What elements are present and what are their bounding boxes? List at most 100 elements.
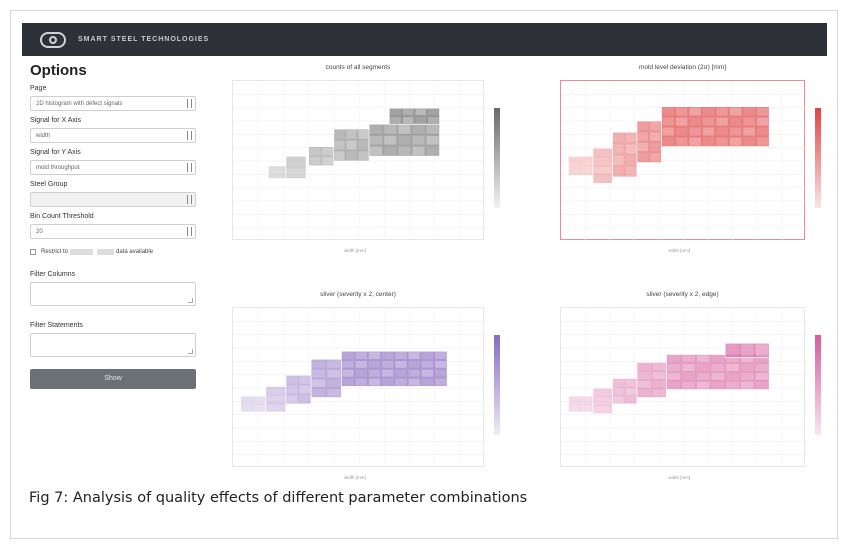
heatmap-cell xyxy=(408,369,420,377)
heatmap-cell xyxy=(689,117,701,126)
heatmap-cell xyxy=(593,149,612,156)
bin-count-label: Bin Count Threshold xyxy=(30,213,94,220)
color-scale-bar xyxy=(815,108,821,208)
heatmap-cell xyxy=(625,379,636,386)
heatmap-cell xyxy=(593,406,612,413)
heatmap-cell xyxy=(254,397,265,403)
heatmap-cell xyxy=(266,395,285,403)
chart-title: sliver (severity x 2, edge) xyxy=(646,291,719,298)
bin-count-value: 20 xyxy=(36,229,43,235)
heatmap-cell xyxy=(729,117,742,126)
heatmap-cell xyxy=(342,369,354,377)
heatmap-cell xyxy=(716,127,728,136)
heatmap-cell xyxy=(726,364,739,371)
heatmap-cell-block xyxy=(368,123,441,157)
restrict-pre: Restrict to xyxy=(41,249,69,255)
heatmap-cell xyxy=(254,405,265,411)
heatmap-cell xyxy=(625,396,636,403)
heatmap-cell xyxy=(355,361,367,368)
steel-group-select[interactable] xyxy=(30,192,196,207)
page-select-value: 2D histogram with defect signals xyxy=(36,101,123,107)
heatmap-cell xyxy=(625,155,636,165)
y-axis-select[interactable]: mold throughput xyxy=(30,160,196,175)
chart-sliver-center: sliver (severity x 2, center) width [mm] xyxy=(232,291,500,480)
heatmap-cell xyxy=(370,135,383,145)
steel-group-label: Steel Group xyxy=(30,181,68,188)
heatmap-cell xyxy=(675,107,688,116)
heatmap-cell xyxy=(421,369,433,377)
heatmap-cell xyxy=(625,387,636,395)
heatmap-cell xyxy=(398,146,411,156)
redacted-value: xxx xyxy=(97,249,115,255)
heatmap-cell xyxy=(755,344,769,357)
heatmap-cell xyxy=(675,127,688,136)
heatmap-cell xyxy=(675,137,688,146)
heatmap-cell xyxy=(682,355,695,363)
restrict-checkbox-row[interactable]: Restrict to xxxxx xxx data available xyxy=(30,249,200,255)
heatmap-cell xyxy=(702,137,715,146)
x-axis-select[interactable]: width xyxy=(30,128,196,143)
chart-title: sliver (severity x 2, center) xyxy=(320,291,396,298)
heatmap-cell xyxy=(756,107,769,116)
bin-count-input[interactable]: 20 xyxy=(30,224,196,239)
x-axis-label: width [mm] xyxy=(344,248,366,253)
heatmap-cell xyxy=(395,369,407,377)
heatmap-cell xyxy=(286,168,306,178)
heatmap-cell xyxy=(593,175,612,183)
heatmap-plot xyxy=(560,80,806,241)
heatmap-cell xyxy=(637,153,649,162)
heatmap-cell xyxy=(652,389,666,397)
heatmap-cell xyxy=(382,361,394,368)
heatmap-cell xyxy=(266,404,285,411)
heatmap-cell xyxy=(682,364,695,371)
heatmap-cell xyxy=(667,355,681,363)
heatmap-cell xyxy=(415,109,427,116)
heatmap-cell xyxy=(266,387,285,394)
heatmap-cell xyxy=(241,405,253,411)
filter-statements-input[interactable] xyxy=(30,333,196,357)
heatmap-cell xyxy=(428,117,439,124)
heatmap-cell xyxy=(408,378,420,386)
heatmap-cell xyxy=(370,146,383,156)
heatmap-cell-block xyxy=(661,106,770,148)
y-axis-value: mold throughput xyxy=(36,165,80,171)
heatmap-cell xyxy=(309,147,321,156)
heatmap-cell xyxy=(729,107,742,116)
heatmap-cell xyxy=(412,146,425,156)
heatmap-cell xyxy=(581,405,592,411)
heatmap-cell xyxy=(346,130,357,139)
heatmap-cell xyxy=(569,157,580,165)
heatmap-cell xyxy=(269,166,285,178)
heatmap-cell xyxy=(415,117,427,124)
heatmap-cell xyxy=(426,125,439,134)
restrict-checkbox[interactable] xyxy=(30,249,36,255)
heatmap-cell xyxy=(286,157,306,167)
heatmap-cell xyxy=(327,379,341,387)
heatmap-cell xyxy=(650,132,661,141)
heatmap-cell xyxy=(368,369,381,377)
show-button[interactable]: Show xyxy=(30,369,196,389)
heatmap-cell xyxy=(342,378,354,386)
page-select[interactable]: 2D histogram with defect signals xyxy=(30,96,196,111)
heatmap-cell xyxy=(650,153,661,162)
heatmap-cell xyxy=(756,127,769,136)
heatmap-cell xyxy=(637,142,649,152)
heatmap-cell xyxy=(395,378,407,386)
heatmap-cell xyxy=(756,137,769,146)
heatmap-cell-block xyxy=(333,128,370,162)
page-label: Page xyxy=(30,85,47,92)
app-header: SMART STEEL TECHNOLOGIES xyxy=(22,23,827,56)
heatmap-cell xyxy=(395,361,407,368)
heatmap-cell xyxy=(667,381,681,389)
heatmap-cell xyxy=(755,355,769,363)
heatmap-cell xyxy=(689,127,701,136)
chart-title: counts of all segments xyxy=(325,64,391,71)
filter-columns-input[interactable] xyxy=(30,282,196,306)
heatmap-cell xyxy=(569,166,580,175)
heatmap-cell xyxy=(384,135,397,145)
heatmap-cell xyxy=(667,373,681,380)
heatmap-cell xyxy=(711,364,725,371)
heatmap-cell xyxy=(711,355,725,363)
heatmap-cell-block xyxy=(636,362,667,399)
heatmap-cell xyxy=(726,373,739,380)
